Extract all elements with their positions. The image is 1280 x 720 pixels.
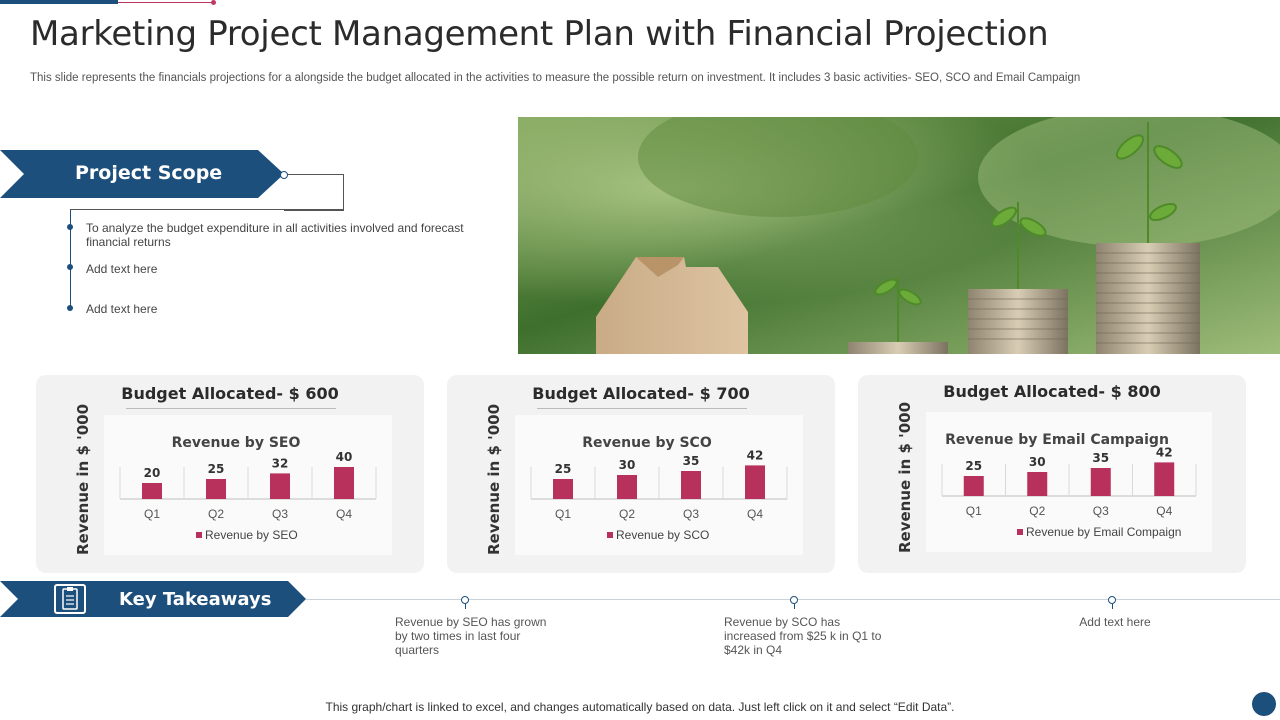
house-and-coins-photo bbox=[518, 117, 1280, 354]
x-tick-label: Q4 bbox=[747, 507, 763, 521]
takeaway-pin-stem bbox=[1112, 604, 1113, 609]
data-label: 35 bbox=[683, 454, 700, 468]
bar bbox=[617, 475, 637, 499]
budget-title: Budget Allocated- $ 600 bbox=[121, 384, 339, 403]
x-tick-label: Q2 bbox=[1029, 504, 1045, 518]
legend-label: Revenue by Email Compaign bbox=[1026, 525, 1181, 539]
top-accent-line bbox=[118, 2, 214, 3]
data-label: 20 bbox=[144, 466, 161, 480]
scope-connector-dot bbox=[280, 171, 288, 179]
takeaway-text: Revenue by SEO has grown by two times in… bbox=[395, 615, 547, 657]
page-subtitle: This slide represents the financials pro… bbox=[30, 72, 1081, 84]
x-tick-label: Q3 bbox=[683, 507, 699, 521]
key-takeaways-label: Key Takeaways bbox=[119, 589, 272, 610]
data-label: 42 bbox=[1156, 445, 1173, 459]
takeaway-pin bbox=[1108, 596, 1116, 604]
scope-bullet bbox=[67, 264, 73, 270]
scope-connector-drop bbox=[70, 209, 343, 210]
scope-item: To analyze the budget expenditure in all… bbox=[86, 221, 464, 249]
x-tick-label: Q1 bbox=[966, 504, 982, 518]
y-axis-label: Revenue in $ '000 bbox=[74, 403, 92, 555]
data-label: 32 bbox=[272, 456, 289, 470]
chart-panel: Revenue by SCO 25 Q1 30 Q2 35 Q3 42 Q4 Revenue by… bbox=[515, 415, 803, 555]
bar bbox=[553, 479, 573, 499]
x-tick-label: Q3 bbox=[1093, 504, 1109, 518]
x-tick-label: Q1 bbox=[144, 507, 160, 521]
data-label: 25 bbox=[208, 462, 225, 476]
chart-title: Revenue by Email Campaign bbox=[945, 432, 1169, 448]
legend-label: Revenue by SEO bbox=[205, 528, 298, 542]
x-tick-label: Q2 bbox=[208, 507, 224, 521]
bar bbox=[334, 467, 354, 499]
takeaway-pin-stem bbox=[794, 604, 795, 609]
x-tick-label: Q4 bbox=[336, 507, 352, 521]
legend-swatch bbox=[196, 532, 202, 538]
budget-card-seo: Budget Allocated- $ 600 Revenue in $ '00… bbox=[36, 375, 424, 573]
bar bbox=[963, 476, 984, 496]
legend-swatch bbox=[607, 532, 613, 538]
bar bbox=[1154, 462, 1175, 496]
chart-title: Revenue by SCO bbox=[582, 435, 712, 451]
bar bbox=[745, 465, 765, 499]
data-label: 25 bbox=[555, 462, 572, 476]
footer-note: This graph/chart is linked to excel, and… bbox=[325, 700, 955, 714]
chart-title: Revenue by SEO bbox=[172, 435, 301, 451]
bar bbox=[206, 479, 226, 499]
scope-timeline-line bbox=[70, 210, 71, 310]
x-tick-label: Q2 bbox=[619, 507, 635, 521]
scope-connector bbox=[284, 174, 344, 211]
data-label: 42 bbox=[747, 448, 764, 462]
data-label: 25 bbox=[965, 459, 982, 473]
takeaway-text: Add text here bbox=[1079, 615, 1151, 629]
scope-bullet bbox=[67, 224, 73, 230]
data-label: 30 bbox=[619, 458, 636, 472]
bar bbox=[681, 471, 701, 499]
bar bbox=[270, 473, 290, 499]
budget-title-underline bbox=[537, 408, 747, 409]
scope-item: Add text here bbox=[86, 262, 158, 276]
scope-item: Add text here bbox=[86, 302, 158, 316]
clipboard-icon bbox=[54, 584, 86, 614]
scope-bullet bbox=[67, 305, 73, 311]
top-accent-dot bbox=[211, 0, 216, 5]
chart-panel: Revenue by Email Campaign 25 Q1 30 Q2 35 Q3 42 Q… bbox=[926, 412, 1212, 552]
top-accent-bar bbox=[0, 0, 118, 4]
x-tick-label: Q1 bbox=[555, 507, 571, 521]
data-label: 40 bbox=[336, 450, 353, 464]
revenue-sco-chart: Revenue by SCO 25 Q1 30 Q2 35 Q3 42 Q4 Revenue by… bbox=[530, 435, 788, 542]
y-axis-label: Revenue in $ '000 bbox=[896, 401, 914, 553]
chart-panel: Revenue by SEO 20 Q1 25 Q2 32 Q3 40 Q4 Revenue by… bbox=[104, 415, 392, 555]
project-scope-label: Project Scope bbox=[75, 162, 223, 184]
revenue-seo-chart: Revenue by SEO 20 Q1 25 Q2 32 Q3 40 Q4 Revenue by… bbox=[119, 435, 377, 542]
budget-title-underline bbox=[126, 408, 336, 409]
takeaway-pin bbox=[790, 596, 798, 604]
budget-title: Budget Allocated- $ 700 bbox=[532, 384, 750, 403]
takeaway-pin-stem bbox=[465, 604, 466, 609]
legend-label: Revenue by SCO bbox=[616, 528, 709, 542]
y-axis-label: Revenue in $ '000 bbox=[485, 403, 503, 555]
bar bbox=[1090, 468, 1111, 496]
x-tick-label: Q4 bbox=[1156, 504, 1172, 518]
corner-dot bbox=[1252, 692, 1276, 716]
x-tick-label: Q3 bbox=[272, 507, 288, 521]
takeaway-pin bbox=[461, 596, 469, 604]
legend-swatch bbox=[1017, 529, 1023, 535]
budget-card-sco: Budget Allocated- $ 700 Revenue in $ '00… bbox=[447, 375, 835, 573]
revenue-email-chart: Revenue by Email Campaign 25 Q1 30 Q2 35 Q3 42 Q… bbox=[941, 432, 1197, 539]
project-scope-banner bbox=[0, 150, 284, 198]
page-title: Marketing Project Management Plan with F… bbox=[30, 14, 1049, 54]
data-label: 35 bbox=[1092, 451, 1109, 465]
budget-title: Budget Allocated- $ 800 bbox=[943, 382, 1161, 401]
budget-card-email: Budget Allocated- $ 800 Revenue in $ '00… bbox=[858, 375, 1246, 573]
data-label: 30 bbox=[1029, 455, 1046, 469]
takeaway-text: Revenue by SCO has increased from $25 k … bbox=[724, 615, 882, 657]
bar bbox=[1027, 472, 1048, 496]
bar bbox=[142, 483, 162, 499]
